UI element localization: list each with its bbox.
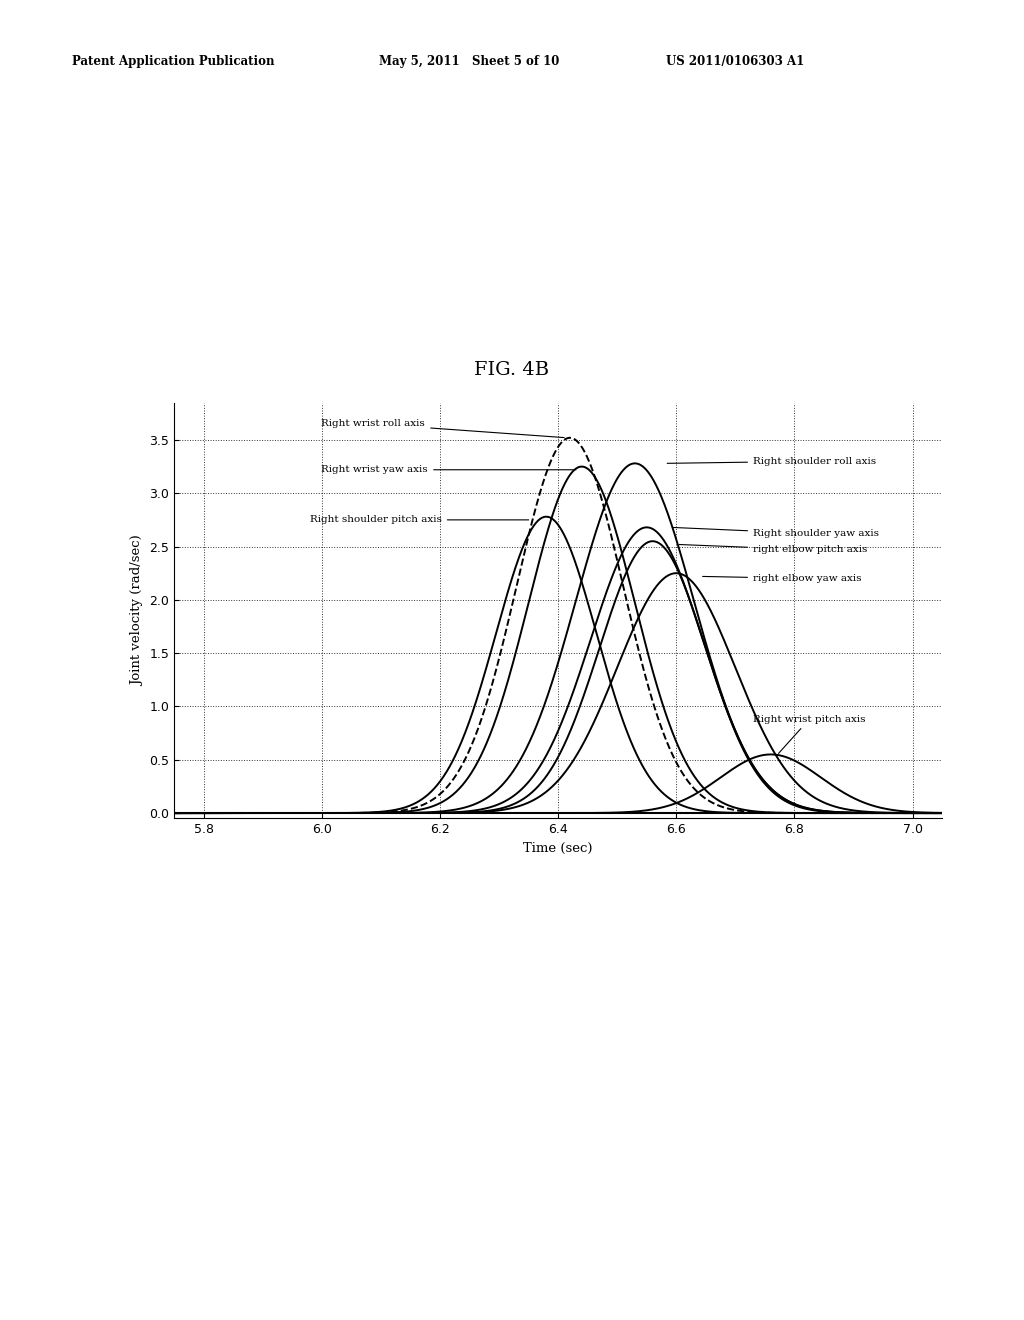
Text: Right wrist roll axis: Right wrist roll axis [322, 420, 564, 438]
Text: Right shoulder roll axis: Right shoulder roll axis [668, 457, 877, 466]
Y-axis label: Joint velocity (rad/sec): Joint velocity (rad/sec) [131, 535, 143, 686]
Text: FIG. 4B: FIG. 4B [474, 360, 550, 379]
Text: Right wrist yaw axis: Right wrist yaw axis [322, 465, 575, 474]
X-axis label: Time (sec): Time (sec) [523, 842, 593, 855]
Text: Right shoulder yaw axis: Right shoulder yaw axis [673, 528, 879, 539]
Text: Patent Application Publication: Patent Application Publication [72, 55, 274, 69]
Text: Right shoulder pitch axis: Right shoulder pitch axis [310, 515, 528, 524]
Text: right elbow yaw axis: right elbow yaw axis [702, 574, 861, 583]
Text: right elbow pitch axis: right elbow pitch axis [679, 545, 867, 554]
Text: Right wrist pitch axis: Right wrist pitch axis [753, 714, 865, 754]
Text: US 2011/0106303 A1: US 2011/0106303 A1 [666, 55, 804, 69]
Text: May 5, 2011   Sheet 5 of 10: May 5, 2011 Sheet 5 of 10 [379, 55, 559, 69]
